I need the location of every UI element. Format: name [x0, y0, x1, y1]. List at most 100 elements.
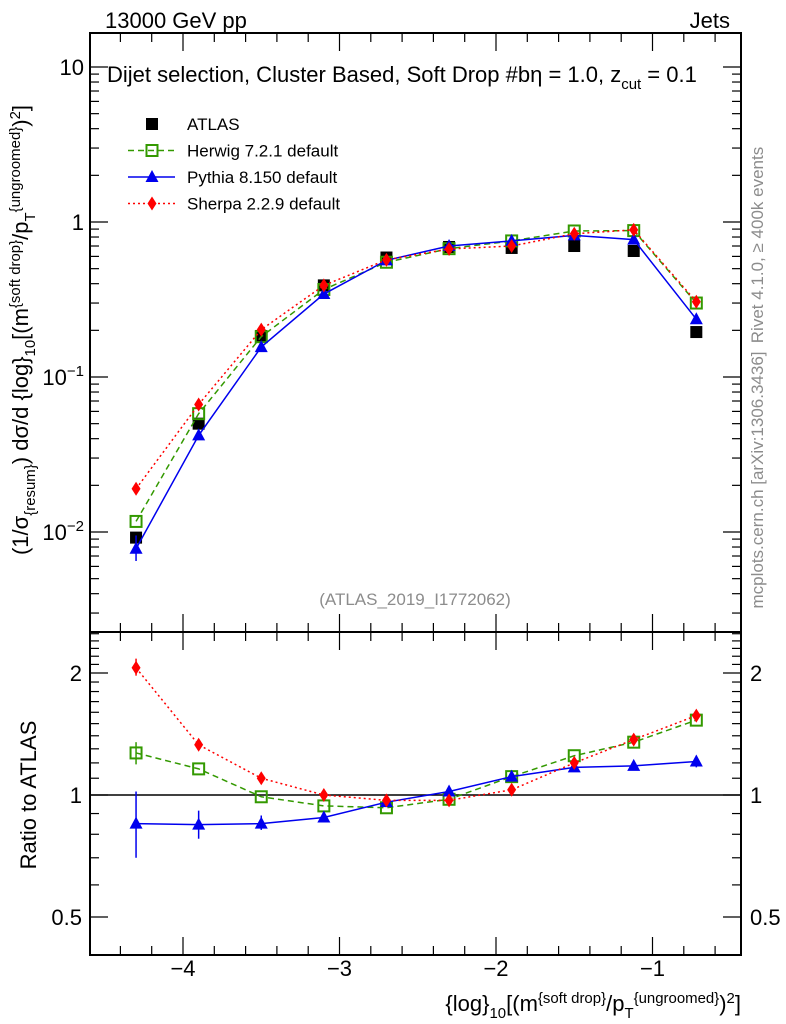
legend-label: Sherpa 2.2.9 default [187, 195, 340, 214]
ratio-data-point [442, 784, 456, 797]
ratio-y-tick-label-right: 2 [750, 661, 762, 686]
ratio-data-point [254, 790, 268, 804]
mcplots-label: mcplots.cern.ch [arXiv:1306.3436] [748, 351, 767, 608]
label-part: {ungroomed} [7, 127, 24, 213]
y-tick-label: 10−2 [42, 518, 84, 545]
label-part: 2 [7, 111, 24, 119]
y-axis-label: (1/σ{resum}) dσ/d {log}10[(m{soft drop}/… [7, 105, 39, 555]
ratio-data-point [254, 816, 268, 829]
ratio-data-point [192, 762, 206, 776]
main-series-line [135, 229, 697, 522]
series-sherpa [131, 222, 701, 808]
x-tick-label: −3 [327, 956, 352, 981]
ratio-data-point [256, 771, 266, 786]
tick-base: 10 [42, 520, 66, 545]
main-data-point [627, 244, 640, 257]
label-part: ] [735, 991, 741, 1016]
main-series-line [135, 234, 697, 550]
main-data-point [507, 239, 517, 254]
ratio-data-point [192, 817, 206, 830]
ratio-series-line [135, 667, 697, 802]
main-data-point [444, 241, 454, 256]
label-part: {log} [445, 991, 489, 1016]
tick-exponent: −1 [67, 363, 84, 380]
header-right: Jets [690, 8, 730, 33]
ratio-frame [89, 631, 742, 956]
y-tick-label: 10 [60, 55, 84, 80]
main-data-point [129, 514, 143, 528]
legend-label: ATLAS [187, 115, 240, 134]
label-part: ] [8, 105, 33, 111]
main-data-point [690, 326, 703, 339]
legend: ATLAS Herwig 7.2.1 default Pythia 8.150 de… [128, 115, 340, 214]
ratio-data-point [689, 754, 703, 767]
main-data-point [689, 312, 703, 325]
label-part: ) [8, 119, 33, 126]
label-part: η = 1.0, z [530, 62, 621, 87]
main-data-point [256, 322, 266, 337]
ratio-y-tick-label-right: 1 [750, 783, 762, 808]
legend-entry: ATLAS [146, 115, 240, 134]
ratio-data-point [131, 660, 141, 675]
main-data-point [192, 428, 206, 441]
main-data-point [319, 278, 329, 293]
ratio-data-point [507, 782, 517, 797]
label-part: T [624, 1005, 633, 1022]
label-part: 10 [489, 1005, 506, 1022]
ratio-series-line [136, 760, 697, 826]
x-axis-label: {log}10[(m{soft drop}/pT{ungroomed})2] [445, 990, 741, 1022]
label-part: /p [606, 991, 624, 1016]
y-tick-label: 1 [72, 210, 84, 235]
main-data-point [317, 287, 331, 300]
label-part: {soft drop} [7, 240, 24, 308]
legend-entry: Herwig 7.2.1 default [128, 142, 338, 161]
ratio-data-point [381, 793, 391, 808]
ratio-y-tick-label-right: 0.5 [750, 905, 781, 930]
x-tick-label: −1 [640, 956, 665, 981]
ratio-series-line [135, 719, 697, 809]
ratio-data-point [629, 732, 639, 747]
tick-base: 10 [60, 55, 84, 80]
x-tick-label: −4 [170, 956, 195, 981]
tick-base: 10 [42, 365, 66, 390]
legend-entry: Pythia 8.150 default [128, 168, 338, 187]
label-part: ) [719, 991, 726, 1016]
series-herwig [129, 224, 703, 815]
legend-label: Pythia 8.150 default [187, 168, 338, 187]
main-data-point [194, 397, 204, 412]
x-tick-label: −2 [483, 956, 508, 981]
label-part: {soft drop} [538, 990, 606, 1007]
label-part: 10 [22, 340, 39, 357]
ratio-data-point [317, 810, 331, 823]
main-data-point [131, 481, 141, 496]
legend-marker [146, 118, 158, 130]
ratio-data-point [569, 755, 579, 770]
ratio-data-point [691, 708, 701, 723]
ratio-y-tick-label: 2 [70, 661, 82, 686]
label-part: [(m [8, 308, 33, 340]
ratio-data-point [444, 793, 454, 808]
label-part: cut [621, 76, 642, 93]
plot-title: Dijet selection, Cluster Based, Soft Dro… [107, 62, 697, 93]
main-data-point [254, 340, 268, 353]
legend-marker [147, 196, 157, 211]
ratio-data-point [129, 816, 143, 829]
y-tick-label: 10−1 [42, 363, 84, 390]
ratio-y-axis-label: Ratio to ATLAS [16, 721, 41, 870]
ratio-data-point [505, 769, 519, 782]
main-data-point [568, 240, 581, 253]
legend-marker [145, 170, 159, 182]
main-data-point [192, 417, 205, 430]
label-part: 2 [727, 990, 735, 1007]
label-part: = 0.1 [641, 62, 697, 87]
main-data-point [569, 226, 579, 241]
main-data-point [627, 232, 641, 245]
header-left: 13000 GeV pp [105, 8, 247, 33]
ratio-y-tick-label: 0.5 [51, 905, 82, 930]
label-part: {ungroomed} [634, 990, 720, 1007]
legend-marker [145, 144, 159, 157]
label-part: (1/σ [8, 515, 33, 555]
label-part: ) dσ/d {log} [8, 356, 33, 464]
main-data-point [629, 222, 639, 237]
